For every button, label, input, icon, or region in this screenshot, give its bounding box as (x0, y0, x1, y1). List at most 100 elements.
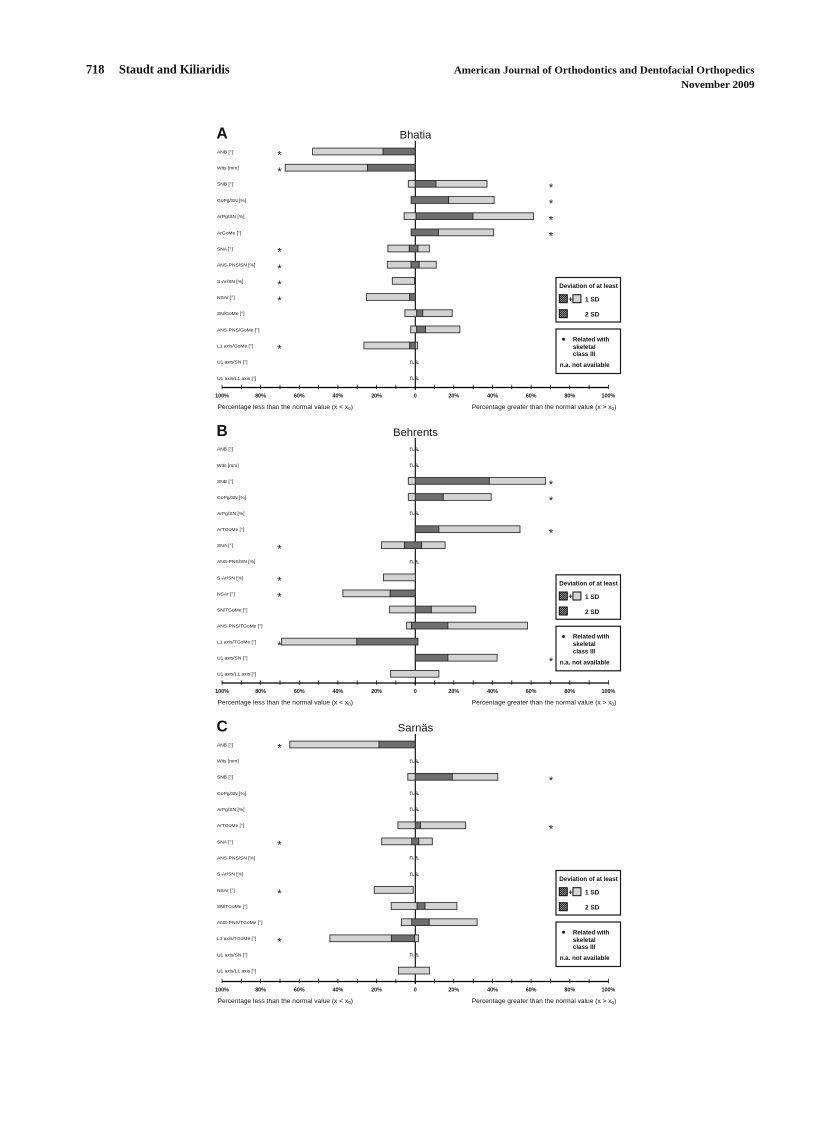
svg-text:class III: class III (573, 351, 596, 358)
svg-text:40%: 40% (487, 689, 498, 695)
svg-text:Related with: Related with (573, 929, 610, 936)
svg-text:*: * (277, 743, 282, 755)
svg-text:718: 718 (86, 62, 104, 76)
svg-text:ANS-PNS/TGoMe [°]: ANS-PNS/TGoMe [°] (217, 624, 263, 630)
svg-text:SNB [°]: SNB [°] (217, 479, 234, 485)
svg-text:S-Ar/SN [%]: S-Ar/SN [%] (217, 575, 244, 581)
svg-text:ANS-PNS/SN [%]: ANS-PNS/SN [%] (217, 855, 256, 861)
svg-text:*: * (549, 495, 554, 507)
svg-text:ANS-PNS/TGoMe [°]: ANS-PNS/TGoMe [°] (217, 920, 263, 926)
svg-text:NSAr [°]: NSAr [°] (217, 295, 235, 301)
svg-text:100%: 100% (602, 394, 616, 400)
svg-text:SNB [°]: SNB [°] (217, 182, 234, 188)
svg-text:2 SD: 2 SD (585, 312, 600, 319)
svg-text:n.a.: n.a. (409, 872, 419, 878)
svg-text:B: B (217, 423, 228, 440)
svg-text:Wits [mm]: Wits [mm] (217, 759, 239, 765)
svg-text:n.a. not available: n.a. not available (560, 659, 610, 666)
svg-text:0: 0 (414, 394, 417, 400)
svg-text:60%: 60% (294, 988, 305, 994)
svg-text:NSAr [°]: NSAr [°] (217, 591, 235, 597)
svg-text:SN/TGoMe [°]: SN/TGoMe [°] (217, 607, 248, 613)
svg-text:C: C (217, 719, 228, 736)
svg-text:20%: 20% (448, 689, 459, 695)
svg-text:*: * (549, 198, 554, 210)
svg-text:n.a.: n.a. (409, 953, 419, 959)
svg-text:SNA [°]: SNA [°] (217, 543, 233, 549)
svg-text:20%: 20% (448, 988, 459, 994)
svg-text:*: * (277, 263, 282, 275)
svg-text:SNA [°]: SNA [°] (217, 246, 233, 252)
svg-text:*: * (277, 150, 282, 162)
svg-text:S-Ar/SN [%]: S-Ar/SN [%] (217, 872, 244, 878)
svg-text:Percentage greater than the no: Percentage greater than the normal value… (472, 700, 617, 707)
svg-text:*: * (549, 231, 554, 243)
svg-text:n.a.: n.a. (409, 463, 419, 469)
svg-text:skeletal: skeletal (573, 344, 596, 351)
svg-text:Percentage greater than the no: Percentage greater than the normal value… (472, 404, 617, 411)
svg-text:Staudt and Kiliaridis: Staudt and Kiliaridis (119, 62, 230, 76)
svg-text:ANB [°]: ANB [°] (217, 447, 234, 453)
svg-text:n.a.: n.a. (409, 376, 419, 382)
svg-text:skeletal: skeletal (573, 641, 596, 648)
svg-text:U1 axis/L1 axis [°]: U1 axis/L1 axis [°] (217, 376, 257, 382)
svg-text:Related with: Related with (573, 336, 610, 343)
svg-text:Behrents: Behrents (393, 427, 438, 439)
svg-text:Related with: Related with (573, 634, 610, 641)
svg-text:Deviation of at least: Deviation of at least (559, 581, 617, 588)
svg-text:n.a.: n.a. (409, 511, 419, 517)
svg-text:class III: class III (573, 944, 596, 951)
svg-text:0: 0 (414, 988, 417, 994)
svg-text:Bhatia: Bhatia (400, 130, 432, 142)
svg-text:American Journal of Orthodonti: American Journal of Orthodontics and Den… (454, 64, 755, 76)
svg-text:NSAr [°]: NSAr [°] (217, 888, 235, 894)
svg-text:A: A (217, 126, 228, 143)
svg-text:Sarnäs: Sarnäs (398, 723, 434, 735)
svg-text:*: * (277, 576, 282, 588)
svg-text:40%: 40% (333, 988, 344, 994)
svg-text:ArTGoMe [°]: ArTGoMe [°] (217, 527, 245, 533)
svg-text:60%: 60% (526, 689, 537, 695)
svg-text:n.a. not available: n.a. not available (560, 955, 610, 962)
svg-text:*: * (277, 295, 282, 307)
svg-text:ArTGoMe [°]: ArTGoMe [°] (217, 823, 245, 829)
svg-text:40%: 40% (333, 689, 344, 695)
svg-text:Wits [mm]: Wits [mm] (217, 463, 239, 469)
svg-text:ArPg/SN [%]: ArPg/SN [%] (217, 511, 245, 517)
svg-text:n.a.: n.a. (409, 360, 419, 366)
svg-text:GoPg/SN [%]: GoPg/SN [%] (217, 495, 247, 501)
svg-text:skeletal: skeletal (573, 937, 596, 944)
svg-text:2 SD: 2 SD (585, 905, 600, 912)
svg-text:SNA [°]: SNA [°] (217, 839, 233, 845)
svg-text:*: * (277, 344, 282, 356)
svg-text:60%: 60% (526, 394, 537, 400)
svg-text:20%: 20% (448, 394, 459, 400)
svg-text:class III: class III (573, 649, 596, 656)
svg-text:*: * (277, 166, 282, 178)
svg-text:SN/TGoMe [°]: SN/TGoMe [°] (217, 904, 248, 910)
svg-text:100%: 100% (215, 689, 229, 695)
svg-text:2 SD: 2 SD (585, 609, 600, 616)
svg-text:ANS-PNS/GoMe [°]: ANS-PNS/GoMe [°] (217, 327, 260, 333)
svg-text:1 SD: 1 SD (585, 297, 600, 304)
svg-text:80%: 80% (255, 689, 266, 695)
svg-text:Percentage less than the norma: Percentage less than the normal value (x… (218, 700, 353, 707)
svg-text:+: + (568, 294, 572, 303)
svg-text:Wits [mm]: Wits [mm] (217, 166, 239, 172)
svg-text:*: * (549, 182, 554, 194)
svg-text:*: * (549, 527, 554, 539)
svg-text:60%: 60% (294, 394, 305, 400)
svg-text:80%: 80% (564, 689, 575, 695)
svg-text:100%: 100% (602, 689, 616, 695)
svg-text:Deviation of at least: Deviation of at least (559, 283, 617, 290)
svg-text:*: * (277, 543, 282, 555)
svg-text:U1 axis/SN [°]: U1 axis/SN [°] (217, 360, 248, 366)
svg-text:n.a.: n.a. (409, 447, 419, 453)
svg-text:L1 axis/TGoMe [°]: L1 axis/TGoMe [°] (217, 936, 257, 942)
svg-text:80%: 80% (564, 394, 575, 400)
svg-text:Percentage greater than the no: Percentage greater than the normal value… (472, 998, 617, 1005)
svg-text:*: * (277, 840, 282, 852)
svg-text:*: * (277, 888, 282, 900)
svg-text:U1 axis/SN [°]: U1 axis/SN [°] (217, 656, 248, 662)
svg-text:ANB [°]: ANB [°] (217, 742, 234, 748)
